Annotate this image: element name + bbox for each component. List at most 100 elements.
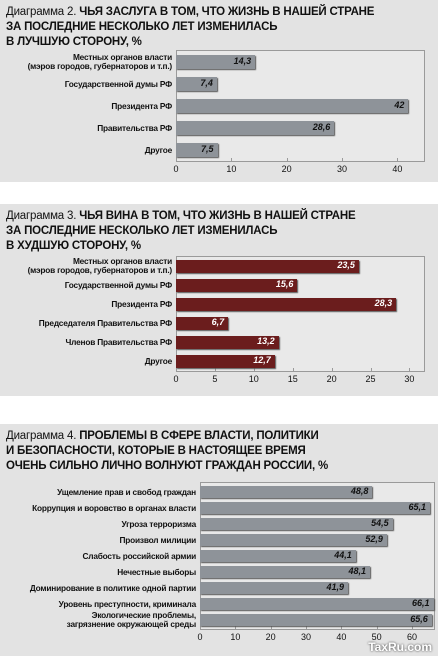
chart-title: И БЕЗОПАСНОСТИ, КОТОРЫЕ В НАСТОЯЩЕЕ ВРЕМ… [6,445,306,457]
value-label: 44,1 [334,550,352,560]
value-label: 28,6 [312,122,331,132]
tick-mark [370,368,372,372]
bar [176,55,256,69]
value-label: 41,9 [326,582,345,592]
value-label: 14,3 [233,56,252,66]
category-label: Слабость российской армии [82,550,196,561]
x-tick-label: 10 [248,374,259,384]
tick-mark [200,626,201,630]
bar [176,259,359,273]
x-tick-label: 20 [281,164,292,174]
category-label: Экологические проблемы, загрязнение окру… [66,610,197,629]
tick-mark [341,626,343,630]
watermark: TaxRu.com [368,640,432,654]
bar [176,297,397,311]
bar [200,614,432,626]
category-label: Другое [144,144,173,155]
tick-mark [412,626,414,630]
chart-title: В ЛУЧШУЮ СТОРОНУ, % [6,36,142,48]
tick-mark [176,158,177,162]
value-label: 48,1 [348,566,366,576]
category-label: Коррупция и воровство в органах власти [32,502,196,513]
value-label: 65,1 [408,502,427,512]
x-tick-label: 30 [300,632,311,642]
title-line: ПРОБЛЕМЫ В СФЕРЕ ВЛАСТИ, ПОЛИТИКИ [79,430,319,442]
value-label: 42 [394,100,405,110]
value-label: 12,7 [253,355,271,365]
tick-mark [214,368,216,372]
chart-title: Диаграмма 2. ЧЬЯ ЗАСЛУГА В ТОМ, ЧТО ЖИЗН… [6,6,374,18]
x-tick-label: 50 [371,632,382,642]
value-label: 65,6 [410,614,428,624]
tick-mark [342,158,343,162]
value-label: 7,5 [200,144,214,154]
tick-mark [292,368,294,372]
tick-mark [270,626,272,630]
bar [200,598,434,610]
chart-title: ЗА ПОСЛЕДНИЕ НЕСКОЛЬКО ЛЕТ ИЗМЕНИЛАСЬ [6,21,277,33]
bar [176,278,298,292]
chart-label: Диаграмма 4. [6,430,77,442]
x-tick-label: 40 [336,632,347,642]
x-tick-label: 10 [226,164,237,174]
tick-mark [176,368,177,372]
tick-mark [231,158,233,162]
bar [176,316,229,330]
tick-mark [286,158,288,162]
title-line: ОЧЕНЬ СИЛЬНО ЛИЧНО ВОЛНУЮТ ГРАЖДАН РОССИ… [6,460,328,472]
category-label: Ущемление прав и свобод граждан [57,486,196,497]
category-label: Доминирование в политике одной партии [29,582,196,593]
category-label: Президента РФ [111,100,172,111]
category-label: Местных органов власти (мэров городов, г… [27,52,173,71]
bar [200,534,387,546]
x-tick-label: 25 [365,374,376,384]
value-label: 66,1 [412,598,430,608]
x-tick-label: 60 [407,632,418,642]
bar [200,518,393,530]
value-label: 48,8 [350,486,369,496]
x-tick-label: 0 [173,374,179,384]
bar [176,143,218,157]
title-line: ЗА ПОСЛЕДНИЕ НЕСКОЛЬКО ЛЕТ ИЗМЕНИЛАСЬ [6,225,278,237]
category-label: Местных органов власти (мэров городов, г… [27,256,173,275]
value-label: 52,9 [365,534,383,544]
tick-mark [409,368,411,372]
bar [176,354,275,368]
value-label: 23,5 [337,260,355,270]
x-tick-label: 0 [173,164,179,174]
value-label: 54,5 [371,518,389,528]
bar [176,121,335,135]
category-label: Правительства РФ [97,122,172,133]
bar [200,486,373,498]
category-label: Членов Правительства РФ [65,336,173,347]
chart-title: ОЧЕНЬ СИЛЬНО ЛИЧНО ВОЛНУЮТ ГРАЖДАН РОССИ… [6,460,328,472]
title-line: ЧЬЯ ЗАСЛУГА В ТОМ, ЧТО ЖИЗНЬ В НАШЕЙ СТР… [79,6,375,18]
title-line: ЧЬЯ ВИНА В ТОМ, ЧТО ЖИЗНЬ В НАШЕЙ СТРАНЕ [79,210,356,222]
bar [176,335,279,349]
x-tick-label: 30 [404,374,415,384]
bar [200,502,431,514]
title-line: И БЕЗОПАСНОСТИ, КОТОРЫЕ В НАСТОЯЩЕЕ ВРЕМ… [6,445,306,457]
x-tick-label: 15 [287,374,298,384]
bar [176,77,217,91]
chart-title: В ХУДШУЮ СТОРОНУ, % [6,240,141,252]
category-label: Нечестные выборы [117,566,196,577]
category-label: Уровень преступности, криминала [58,598,197,609]
bar [200,566,370,578]
tick-mark [376,626,378,630]
x-tick-label: 40 [392,164,403,174]
tick-mark [397,158,399,162]
bar [200,550,356,562]
value-label: 6,7 [211,317,225,327]
tick-mark [306,626,307,630]
x-tick-label: 20 [326,374,337,384]
chart-label: Диаграмма 2. [6,6,77,18]
title-line: В ХУДШУЮ СТОРОНУ, % [6,240,141,252]
tick-mark [331,368,333,372]
x-tick-label: 0 [197,632,203,642]
category-label: Председателя Правительства РФ [38,317,172,328]
title-line: ЗА ПОСЛЕДНИЕ НЕСКОЛЬКО ЛЕТ ИЗМЕНИЛАСЬ [6,21,278,33]
chart-label: Диаграмма 3. [6,210,77,222]
title-line: В ЛУЧШУЮ СТОРОНУ, % [6,36,142,48]
value-label: 28,3 [374,298,393,308]
